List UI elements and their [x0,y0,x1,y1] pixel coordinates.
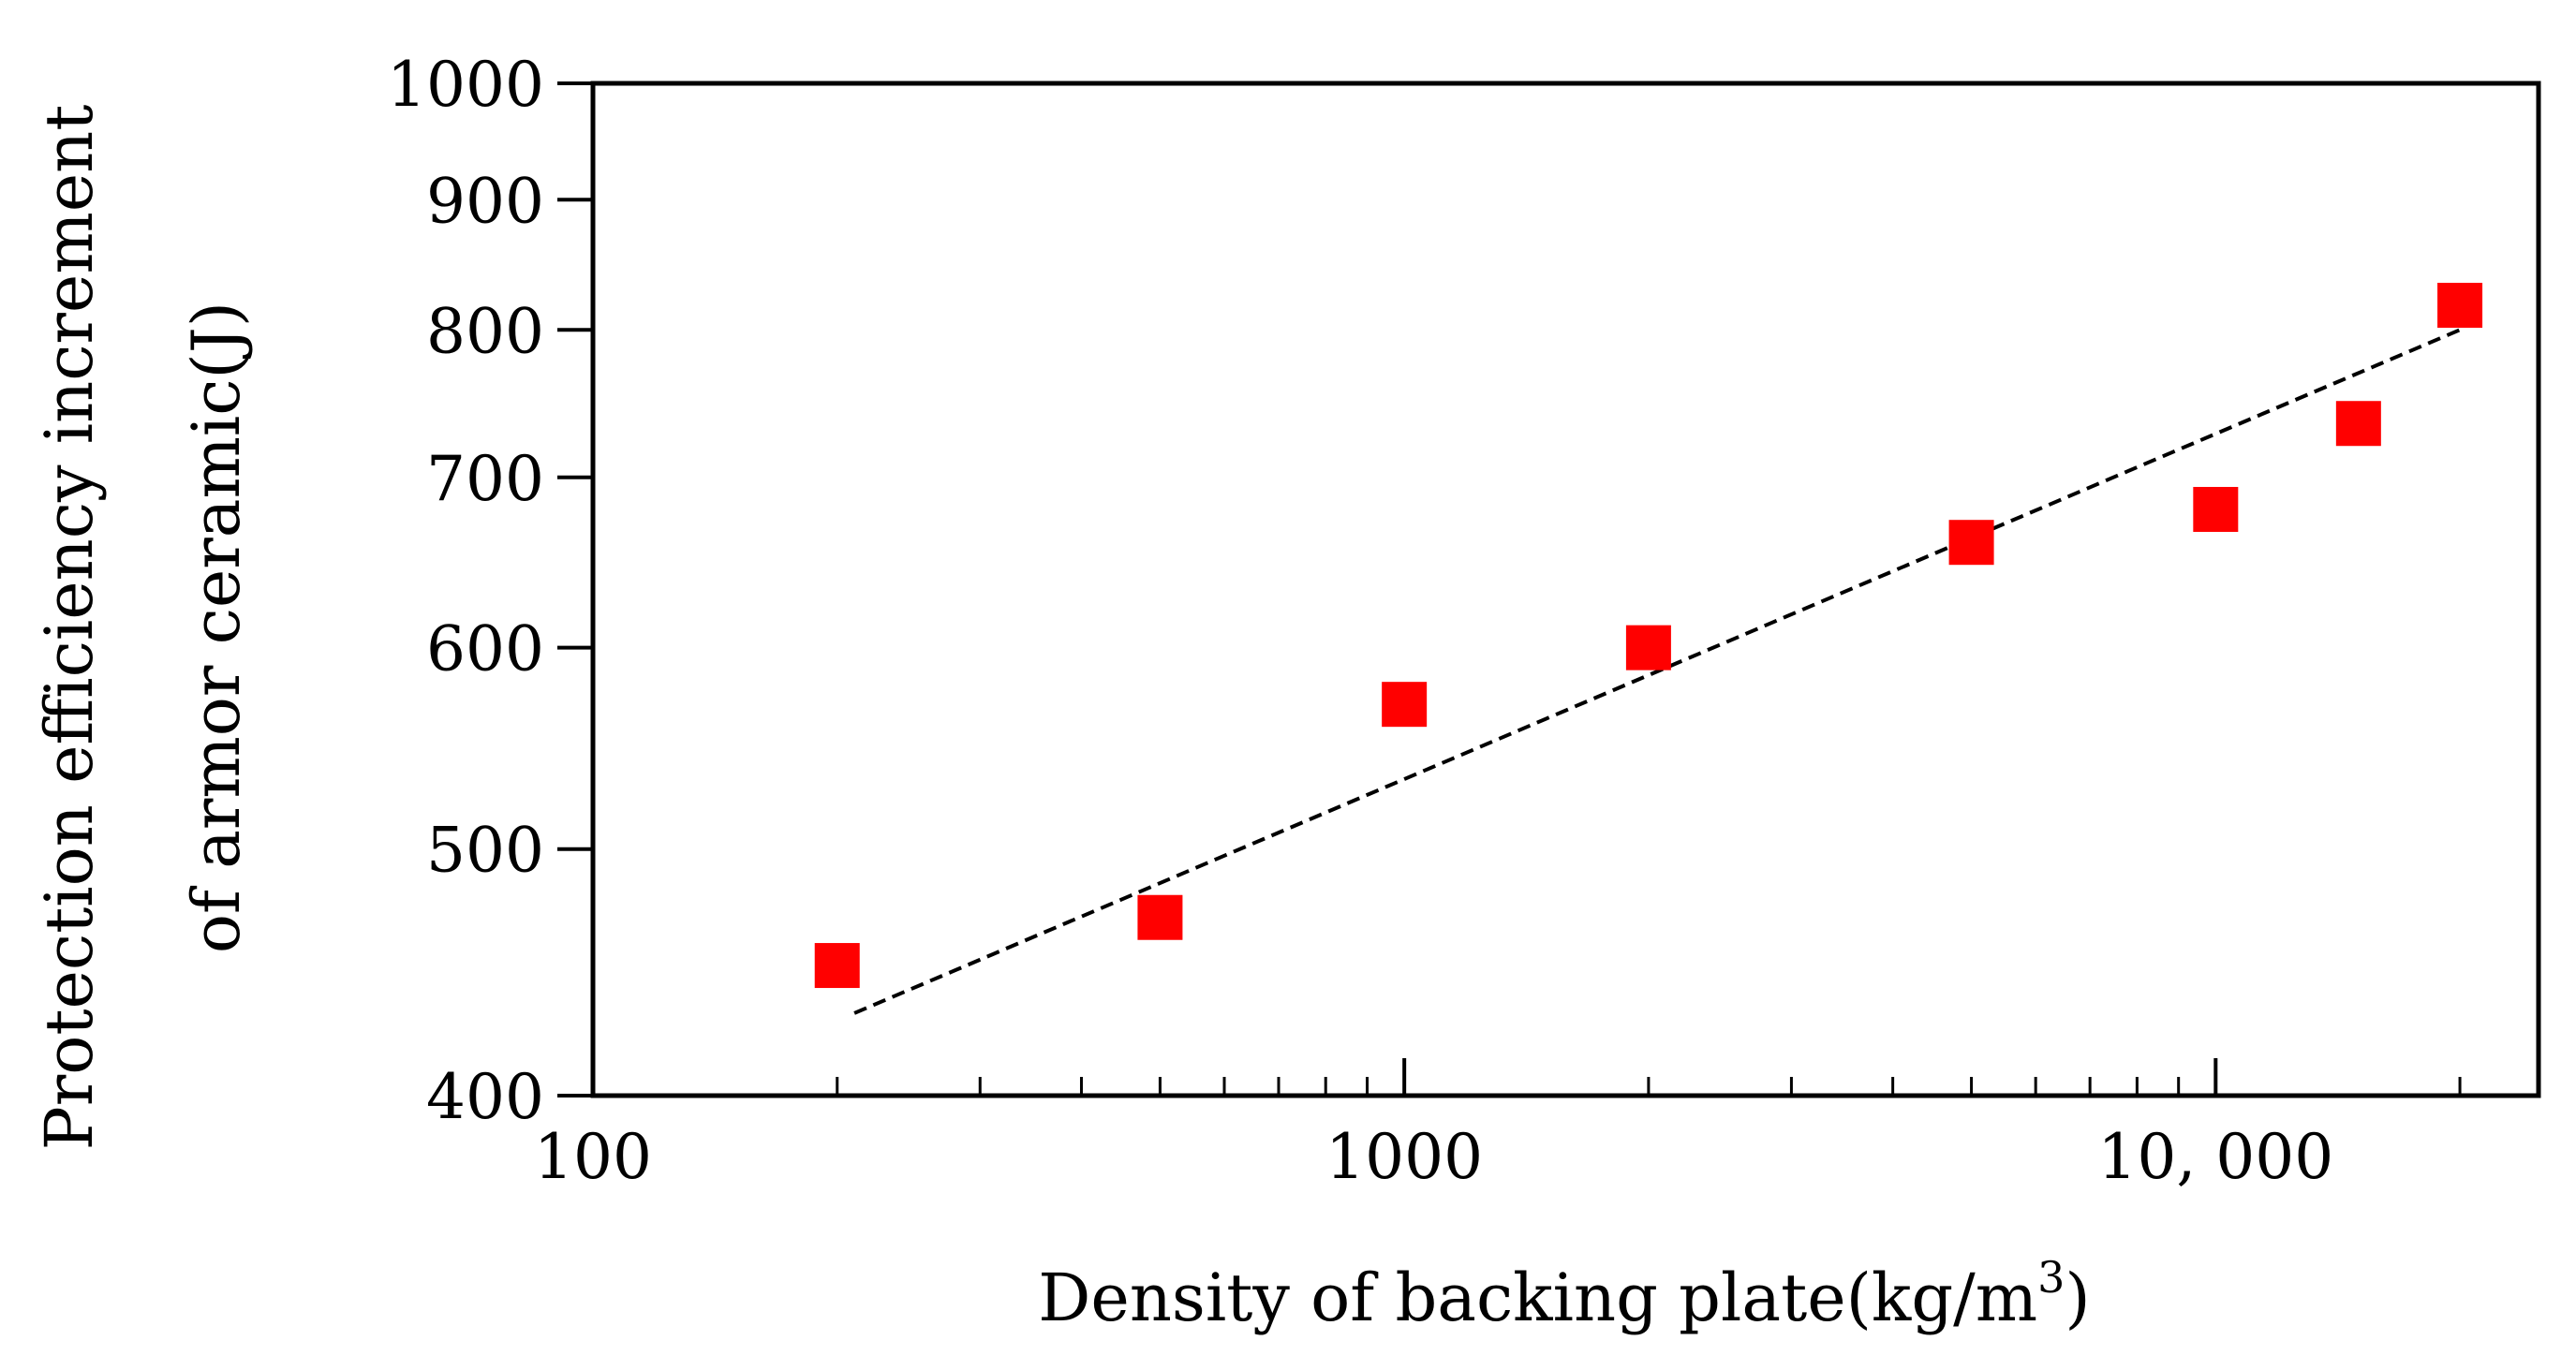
plot-frame [590,81,2541,1098]
data-point [814,943,860,989]
x-tick-label: 100 [534,1121,652,1193]
y-tick-label: 800 [426,295,544,367]
y-axis-title-line2: of armor ceramic(J) [178,302,255,953]
data-point [1137,894,1183,940]
y-tick-label: 1000 [387,49,544,121]
y-tick-label: 500 [426,815,544,887]
x-axis-title: Density of backing plate(kg/m3) [1038,1252,2090,1336]
data-point [2193,486,2239,532]
y-tick-label: 400 [426,1061,544,1133]
y-axis-ticks: 400 500 600 700 800 900 1000 [387,49,593,1133]
data-point [2335,401,2381,447]
y-tick-label: 900 [426,165,544,237]
data-points [814,283,2483,989]
x-axis-title-suffix: ) [2065,1260,2090,1336]
data-point [2437,283,2483,329]
y-tick-label: 700 [426,443,544,515]
data-point [1625,625,1671,670]
data-point [1948,520,1994,566]
x-axis-title-text: Density of backing plate(kg/m [1038,1260,2037,1336]
fit-line [853,328,2461,1015]
data-point [1382,682,1428,728]
y-tick-label: 600 [426,613,544,685]
minor-ticks [836,1077,2462,1096]
fit-line-group [853,328,2461,1015]
x-axis-title-superscript: 3 [2037,1252,2065,1303]
y-axis-title-line1: Protection efficiency increment [31,105,108,1151]
x-tick-label: 1000 [1325,1121,1483,1193]
x-axis-ticks: 100 1000 10, 000 [534,1058,2333,1193]
x-tick-label: 10, 000 [2097,1121,2333,1193]
